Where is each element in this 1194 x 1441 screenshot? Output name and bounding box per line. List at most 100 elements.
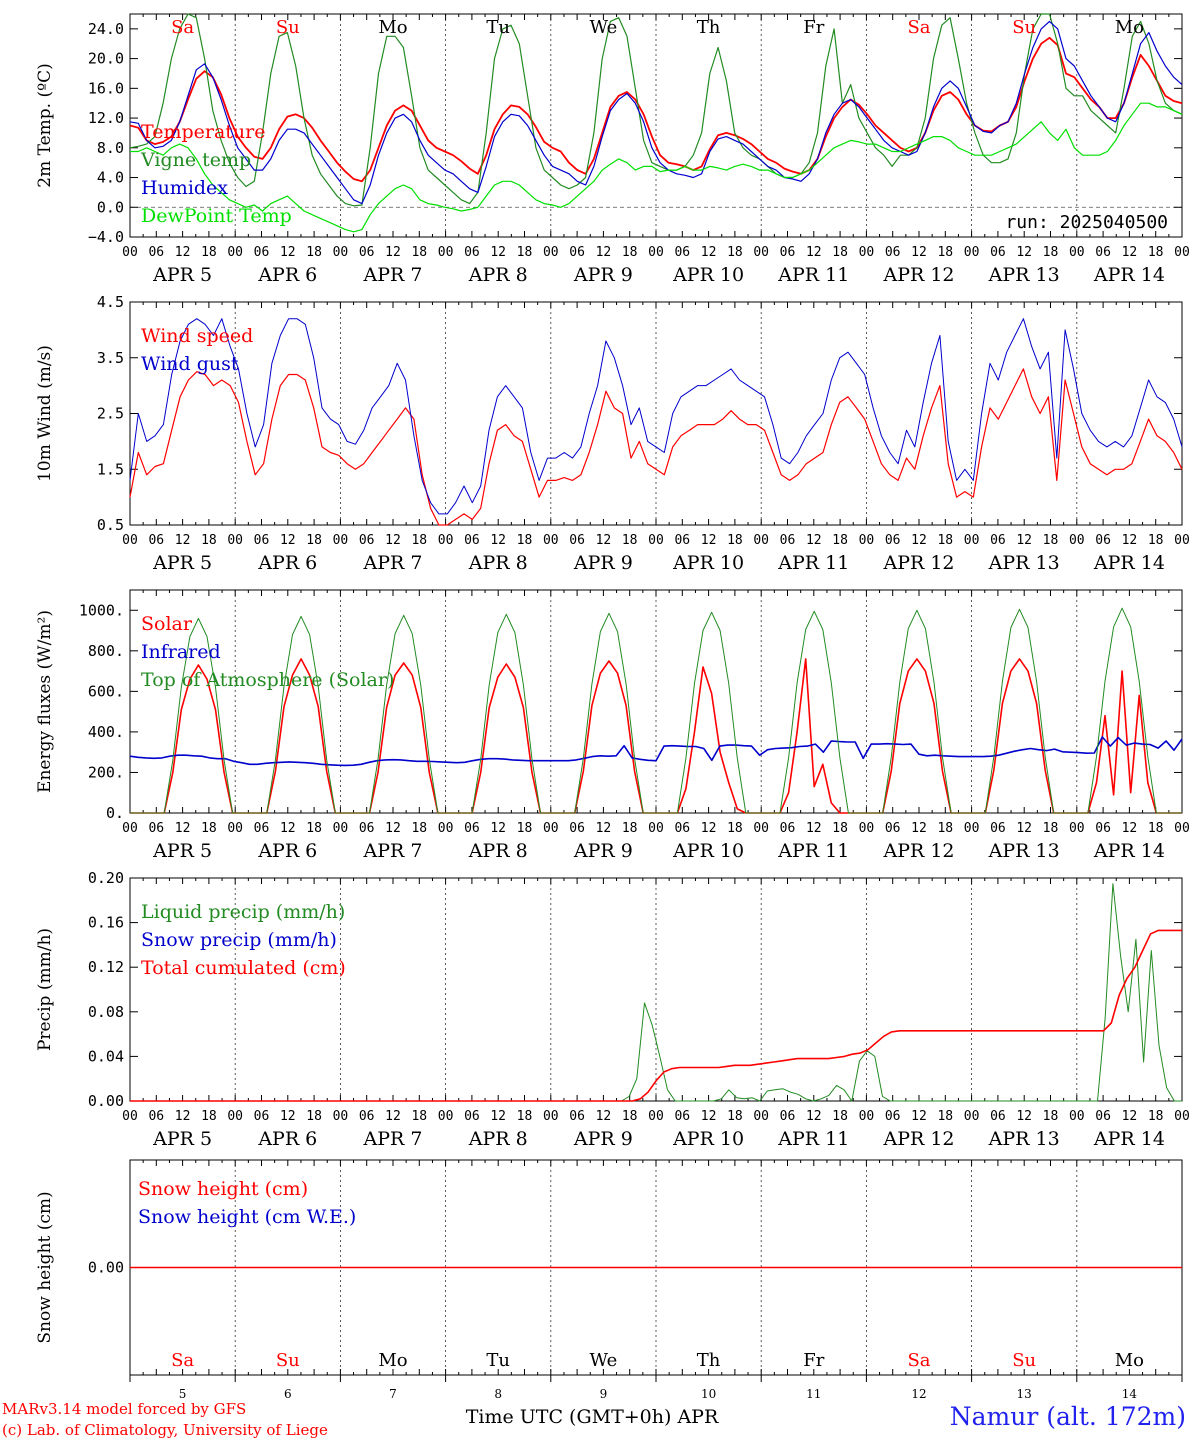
hour-label: 12: [596, 1109, 612, 1124]
series-line-1: [129, 368, 1183, 526]
hour-label: 00: [122, 245, 138, 260]
legend-entry: Solar: [141, 613, 193, 635]
credit-line: (c) Lab. of Climatology, University of L…: [2, 1421, 328, 1439]
hour-label: 12: [175, 821, 191, 836]
hour-label: 18: [832, 533, 848, 548]
hour-label: 12: [701, 245, 717, 260]
hour-label: 06: [674, 533, 690, 548]
hour-label: 18: [832, 245, 848, 260]
date-label: APR 11: [777, 264, 849, 286]
hour-label: 18: [306, 533, 322, 548]
date-label: APR 10: [672, 840, 744, 862]
hour-label: 18: [727, 533, 743, 548]
date-label: APR 8: [468, 552, 528, 574]
series-line-4: [130, 102, 1183, 233]
hour-label: 00: [1069, 1109, 1085, 1124]
hour-label: 12: [1016, 821, 1032, 836]
legend-entry: Snow precip (mm/h): [141, 929, 337, 951]
date-label: APR 13: [988, 552, 1060, 574]
date-label: APR 14: [1093, 264, 1165, 286]
y-tick-label: 24.0: [88, 20, 124, 38]
hour-label: 06: [885, 821, 901, 836]
y-tick-label: 400.: [88, 723, 124, 741]
hour-label: 06: [885, 533, 901, 548]
hour-label: 00: [122, 1109, 138, 1124]
date-label: APR 8: [468, 264, 528, 286]
run-label: run: 2025040500: [1005, 212, 1168, 233]
y-tick-label: 0.16: [88, 914, 124, 932]
hour-label: 18: [832, 821, 848, 836]
date-label: APR 10: [672, 552, 744, 574]
date-number: 11: [806, 1387, 821, 1401]
hour-label: 00: [333, 1109, 349, 1124]
hour-label: 00: [753, 245, 769, 260]
hour-label: 00: [438, 533, 454, 548]
hour-label: 12: [280, 245, 296, 260]
weekday-label: We: [590, 17, 618, 38]
hour-label: 06: [885, 1109, 901, 1124]
legend-entry: Infrared: [141, 641, 221, 663]
hour-label: 06: [1095, 821, 1111, 836]
hour-label: 00: [333, 533, 349, 548]
legend-entry: Top of Atmosphere (Solar): [141, 669, 394, 691]
hour-label: 18: [201, 821, 217, 836]
hour-label: 18: [411, 821, 427, 836]
hour-label: 00: [753, 1109, 769, 1124]
date-number: 14: [1122, 1387, 1138, 1401]
weekday-label: Th: [697, 1350, 721, 1371]
hour-label: 06: [148, 1109, 164, 1124]
hour-label: 00: [438, 245, 454, 260]
date-label: APR 13: [988, 264, 1060, 286]
weekday-label: Mo: [1115, 1350, 1144, 1371]
hour-label: 06: [780, 245, 796, 260]
hour-label: 12: [806, 821, 822, 836]
hour-label: 00: [964, 821, 980, 836]
date-label: APR 11: [777, 552, 849, 574]
date-label: APR 6: [257, 840, 317, 862]
date-label: APR 11: [777, 1128, 849, 1150]
y-tick-label: 200.: [88, 763, 124, 781]
series-line-2: [129, 13, 1183, 207]
weekday-label: Sa: [171, 17, 194, 38]
hour-label: 18: [937, 1109, 953, 1124]
legend-entry: Snow height (cm): [138, 1178, 308, 1200]
hour-label: 12: [1016, 533, 1032, 548]
hour-label: 12: [806, 245, 822, 260]
hour-label: 18: [1043, 533, 1059, 548]
date-label: APR 11: [777, 840, 849, 862]
y-axis-label: Snow height (cm): [35, 1191, 55, 1343]
hour-label: 00: [753, 821, 769, 836]
hour-label: 06: [990, 245, 1006, 260]
hour-label: 18: [1043, 245, 1059, 260]
weekday-label: Mo: [1115, 17, 1144, 38]
hour-label: 18: [201, 1109, 217, 1124]
hour-label: 00: [438, 1109, 454, 1124]
hour-label: 00: [1174, 1109, 1190, 1124]
weekday-label: Sa: [907, 1350, 930, 1371]
date-label: APR 14: [1093, 840, 1165, 862]
hour-label: 18: [1043, 821, 1059, 836]
hour-label: 12: [280, 821, 296, 836]
date-label: APR 7: [363, 840, 423, 862]
hour-label: 18: [306, 245, 322, 260]
hour-label: 00: [1069, 533, 1085, 548]
hour-label: 00: [648, 821, 664, 836]
hour-label: 06: [780, 533, 796, 548]
weekday-label: Su: [276, 1350, 300, 1371]
hour-label: 12: [385, 821, 401, 836]
y-tick-label: 0.00: [88, 1259, 124, 1277]
hour-label: 00: [227, 533, 243, 548]
hour-label: 12: [596, 533, 612, 548]
weekday-label: Fr: [803, 17, 824, 38]
hour-label: 00: [648, 245, 664, 260]
date-label: APR 14: [1093, 552, 1165, 574]
date-number: 9: [600, 1387, 608, 1401]
hour-label: 06: [674, 245, 690, 260]
hour-label: 06: [464, 533, 480, 548]
y-tick-label: 600.: [88, 682, 124, 700]
hour-label: 00: [1174, 821, 1190, 836]
hour-label: 18: [1148, 821, 1164, 836]
hour-label: 06: [254, 245, 270, 260]
hour-label: 18: [411, 245, 427, 260]
